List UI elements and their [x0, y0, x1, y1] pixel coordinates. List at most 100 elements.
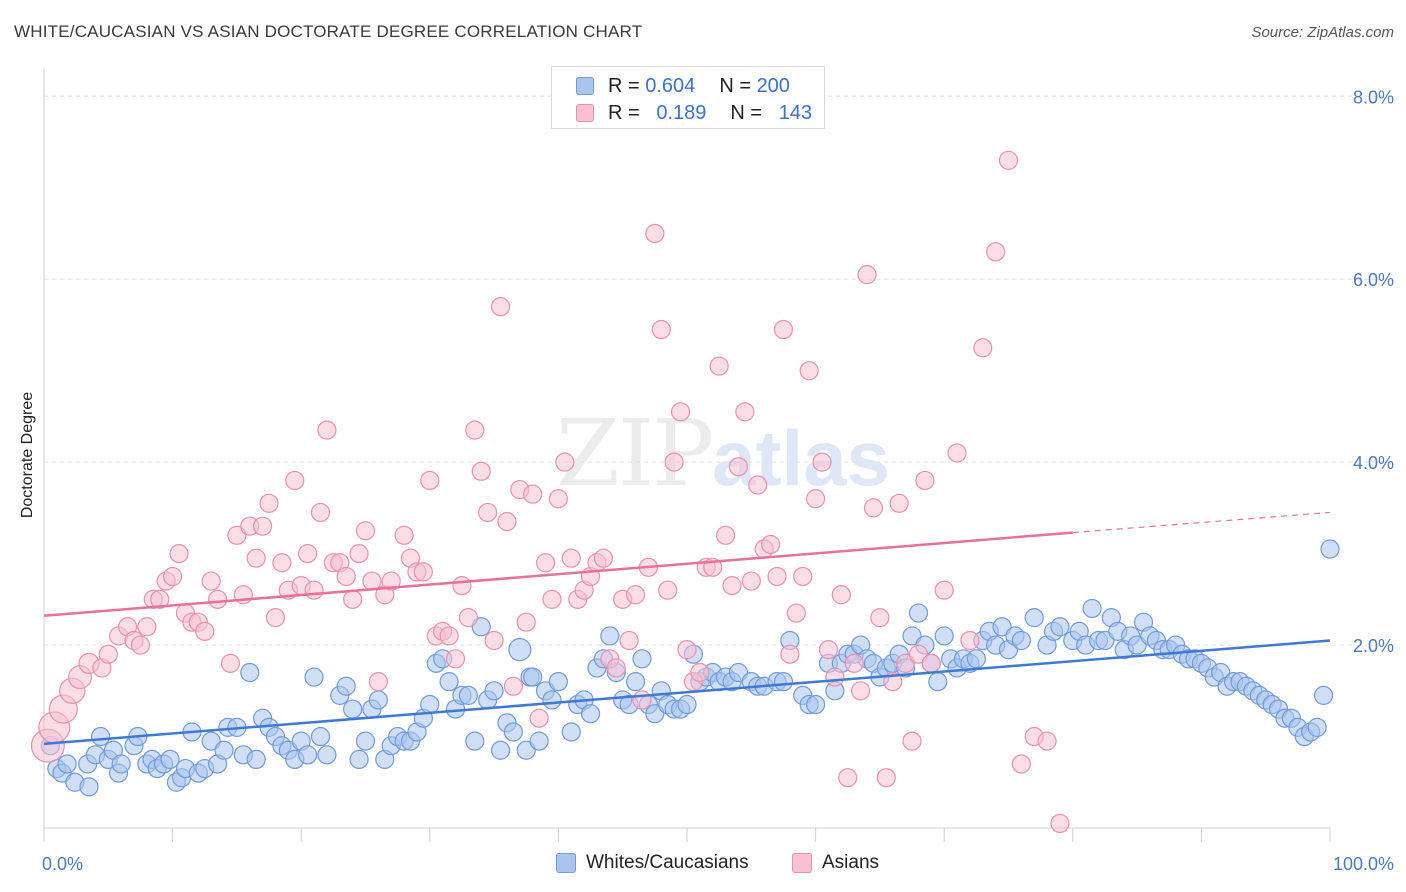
data-point: [760, 534, 781, 555]
data-point: [220, 653, 241, 673]
data-point: [825, 667, 845, 687]
data-point: [355, 731, 376, 751]
data-point: [915, 470, 935, 491]
data-point: [799, 361, 819, 381]
data-point: [651, 319, 671, 340]
data-point: [934, 580, 954, 600]
data-point: [658, 580, 678, 600]
data-point: [960, 630, 980, 651]
data-point: [163, 566, 183, 587]
data-point: [973, 338, 993, 358]
data-point: [381, 571, 401, 591]
trend-line-whites: [43, 639, 1331, 746]
data-point: [523, 667, 543, 687]
data-point: [966, 649, 986, 669]
data-point: [805, 694, 826, 715]
legend-n-value: 200: [756, 74, 790, 97]
data-point: [343, 589, 363, 609]
legend-r-label: R =: [608, 74, 640, 97]
x-tick-label: 100.0%: [1333, 854, 1394, 874]
data-point: [111, 754, 131, 774]
data-point: [368, 690, 388, 710]
data-point: [355, 521, 376, 541]
data-point: [368, 672, 388, 692]
legend-label-asians: Asians: [822, 852, 880, 873]
data-point: [555, 452, 575, 472]
data-point: [870, 608, 890, 628]
data-point: [793, 566, 813, 587]
data-point: [632, 690, 652, 710]
legend-n-value: 143: [778, 101, 813, 124]
data-point: [523, 484, 543, 504]
data-point: [529, 708, 549, 728]
data-point: [349, 749, 369, 770]
data-point: [998, 150, 1019, 170]
chart-title: WHITE/CAUCASIAN VS ASIAN DOCTORATE DEGRE…: [14, 22, 643, 41]
data-point: [619, 630, 639, 651]
data-point: [1313, 685, 1334, 705]
data-point: [394, 525, 414, 545]
data-point: [593, 548, 614, 568]
data-point: [490, 740, 511, 760]
legend-item-asians[interactable]: Asians: [792, 852, 879, 874]
data-point: [285, 470, 305, 491]
data-point: [420, 694, 440, 715]
data-point: [484, 630, 504, 651]
data-point: [420, 470, 440, 491]
data-point: [310, 502, 331, 523]
data-point: [715, 525, 736, 545]
data-point: [317, 420, 337, 440]
data-point: [465, 731, 485, 751]
data-point: [548, 489, 569, 509]
data-point: [561, 722, 581, 742]
data-point: [632, 649, 652, 669]
data-point: [484, 681, 504, 701]
data-point: [516, 612, 536, 632]
data-point: [863, 498, 884, 518]
data-point: [471, 461, 491, 481]
data-point: [1050, 813, 1070, 834]
data-point: [805, 489, 826, 509]
data-point: [921, 653, 941, 673]
data-point: [246, 749, 266, 770]
data-point: [677, 640, 697, 660]
data-point: [458, 685, 478, 705]
y-tick-label: 6.0%: [1353, 270, 1394, 290]
trend-lines: [43, 511, 1331, 746]
data-point: [947, 443, 967, 463]
data-point: [259, 493, 279, 513]
data-point: [214, 740, 234, 760]
data-point: [670, 402, 691, 422]
legend-n-label: N =: [719, 74, 751, 97]
series-legend: Whites/Caucasians Asians: [0, 852, 1406, 878]
data-point: [98, 644, 118, 664]
y-tick-label: 2.0%: [1353, 636, 1394, 656]
data-point: [876, 768, 896, 788]
data-point: [79, 777, 99, 797]
legend-swatch-whites: [556, 853, 576, 873]
data-point: [709, 356, 729, 376]
data-point: [1011, 630, 1031, 651]
data-point: [503, 722, 523, 742]
data-point: [645, 223, 665, 244]
data-point: [452, 576, 472, 596]
data-point: [767, 566, 787, 587]
data-point: [1082, 598, 1102, 619]
data-point: [535, 553, 556, 573]
data-point: [542, 589, 562, 609]
legend-item-whites[interactable]: Whites/Caucasians: [556, 852, 749, 874]
data-point: [90, 726, 111, 747]
data-point: [439, 672, 459, 692]
legend-n-label: N =: [730, 101, 763, 124]
data-point: [169, 544, 189, 564]
data-point: [844, 653, 864, 673]
data-point: [818, 640, 839, 660]
data-point: [908, 603, 929, 623]
data-point: [928, 672, 948, 692]
data-point: [503, 676, 523, 696]
data-point: [445, 649, 466, 669]
data-point: [1307, 717, 1327, 737]
tick-labels: 2.0% 4.0% 6.0% 8.0% 0.0% 100.0%: [42, 87, 1394, 874]
data-point: [786, 603, 806, 623]
data-point: [831, 585, 851, 605]
